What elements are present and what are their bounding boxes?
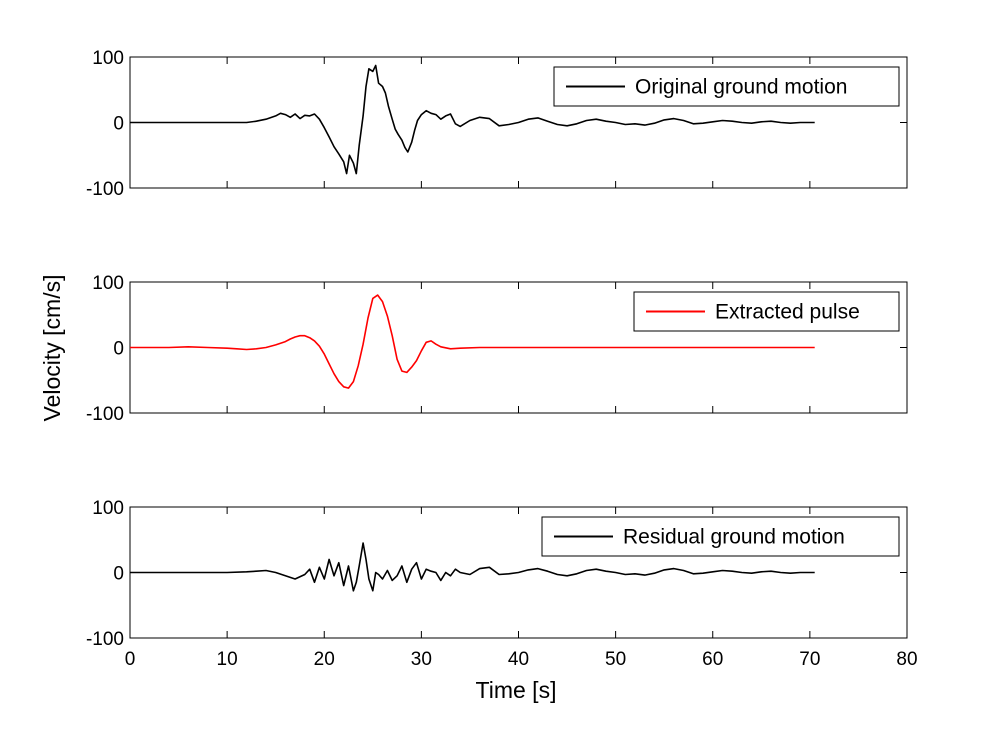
legend-label: Original ground motion [635, 76, 847, 99]
legend-original: Original ground motion [553, 66, 900, 107]
y-tick-label: 0 [113, 339, 124, 360]
y-tick-label: -100 [86, 629, 124, 650]
x-tick-label: 0 [125, 649, 136, 670]
x-tick-label: 60 [702, 649, 723, 670]
panel-2: 100 0 -100 Extracted pulse [86, 273, 908, 425]
y-tick-label: -100 [86, 179, 124, 200]
y-tick-label: 0 [113, 114, 124, 135]
y-tick-label: 100 [92, 273, 124, 294]
panel-1: 100 0 -100 Original ground motion [86, 48, 908, 200]
legend-label: Residual ground motion [623, 526, 845, 549]
x-axis-label: Time [s] [476, 677, 557, 703]
x-tick-label: 10 [217, 649, 238, 670]
x-tick-label: 50 [605, 649, 626, 670]
x-tick-label: 70 [799, 649, 820, 670]
legend-label: Extracted pulse [715, 301, 860, 324]
y-tick-label: -100 [86, 404, 124, 425]
series-line [130, 294, 815, 389]
legend-pulse: Extracted pulse [633, 291, 900, 332]
x-tick-label: 20 [314, 649, 335, 670]
y-tick-label: 100 [92, 498, 124, 519]
x-tick-label: 40 [508, 649, 529, 670]
x-tick-label: 80 [896, 649, 917, 670]
series-line [130, 542, 815, 592]
y-axis-label: Velocity [cm/s] [39, 275, 65, 422]
y-tick-label: 0 [113, 564, 124, 585]
series-line [130, 64, 815, 175]
legend-residual: Residual ground motion [541, 516, 900, 557]
y-tick-label: 100 [92, 48, 124, 69]
x-tick-label: 30 [411, 649, 432, 670]
